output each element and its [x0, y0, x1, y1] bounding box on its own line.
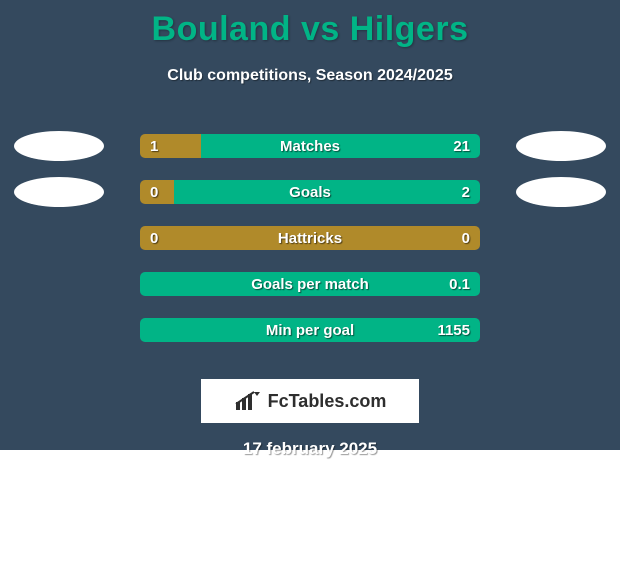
stat-row: Min per goal1155 — [0, 307, 620, 353]
stat-left-value: 0 — [150, 180, 158, 204]
stat-right-value: 1155 — [437, 318, 470, 342]
stat-rows: Matches121Goals02Hattricks00Goals per ma… — [0, 123, 620, 353]
stat-left-value: 0 — [150, 226, 158, 250]
stat-bar: Hattricks0 0 — [140, 226, 480, 250]
date-label: 17 february 2025 — [0, 439, 620, 459]
stat-row: Goals per match0.1 — [0, 261, 620, 307]
stat-label: Min per goal — [140, 318, 480, 342]
stat-label: Goals per match — [140, 272, 480, 296]
stat-right-value: 0 — [462, 226, 470, 250]
stat-bar: Matches1 21 — [140, 134, 480, 158]
stat-bar: Goals per match0.1 — [140, 272, 480, 296]
stat-right-value: 0.1 — [449, 272, 470, 296]
player-badge-left — [14, 177, 104, 207]
page-title: Bouland vs Hilgers — [0, 0, 620, 49]
stat-bar: Min per goal1155 — [140, 318, 480, 342]
stat-label: Goals — [140, 180, 480, 204]
stat-row: Hattricks0 0 — [0, 215, 620, 261]
stat-row: Goals0 2 — [0, 169, 620, 215]
stat-right-value: 2 — [462, 180, 470, 204]
stat-label: Matches — [140, 134, 480, 158]
player-badge-left — [14, 131, 104, 161]
brand-badge: FcTables.com — [201, 379, 419, 423]
brand-chart-icon — [234, 390, 262, 412]
player-badge-right — [516, 131, 606, 161]
subtitle: Club competitions, Season 2024/2025 — [0, 67, 620, 85]
stat-row: Matches1 21 — [0, 123, 620, 169]
stat-right-value: 21 — [453, 134, 470, 158]
player-badge-right — [516, 177, 606, 207]
brand-text: FcTables.com — [268, 391, 387, 412]
stat-bar: Goals0 2 — [140, 180, 480, 204]
comparison-card: Bouland vs Hilgers Club competitions, Se… — [0, 0, 620, 450]
stat-label: Hattricks — [140, 226, 480, 250]
stat-left-value: 1 — [150, 134, 158, 158]
